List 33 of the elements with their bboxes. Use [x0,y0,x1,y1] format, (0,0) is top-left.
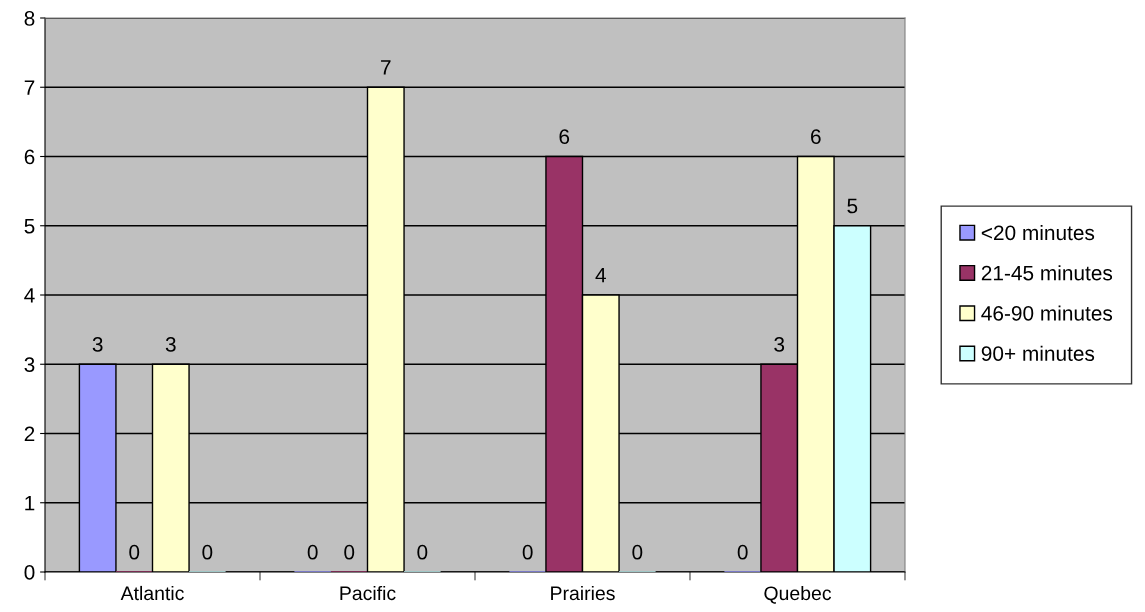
x-tick-label: Pacific [340,585,396,601]
data-label: 0 [129,544,140,560]
x-tick-label: Atlantic [120,585,184,601]
data-label: 3 [165,337,176,352]
data-label: 0 [307,544,318,560]
y-tick-label: 0 [24,565,35,580]
data-label: 0 [344,544,355,560]
x-tick-label: Quebec [764,585,832,604]
x-tick-label: Prairies [551,585,615,601]
y-tick-label: 6 [24,149,35,165]
legend-label: 21-45 minutes [981,265,1113,281]
data-label: 0 [522,544,533,560]
data-label: 6 [559,129,570,145]
y-tick-label: 4 [24,288,35,303]
data-label: 0 [632,544,643,560]
legend-label: 46-90 minutes [981,305,1113,321]
y-tick-label: 7 [24,80,35,95]
y-tick-label: 3 [24,357,35,372]
data-label: 5 [847,198,858,214]
data-label: 6 [811,129,821,145]
legend-label: 90+ minutes [981,345,1095,361]
legend-label: <20 minutes [981,224,1095,241]
y-tick-label: 1 [25,495,35,511]
data-label: 0 [737,544,748,560]
data-label: 4 [595,268,606,283]
data-label: 0 [202,544,213,560]
data-label: 7 [381,60,391,75]
y-tick-label: 5 [24,218,35,234]
data-label: 3 [774,337,785,352]
y-tick-label: 8 [24,11,35,26]
data-label: 0 [417,544,428,560]
y-tick-label: 2 [24,426,35,442]
data-label: 3 [92,337,103,352]
